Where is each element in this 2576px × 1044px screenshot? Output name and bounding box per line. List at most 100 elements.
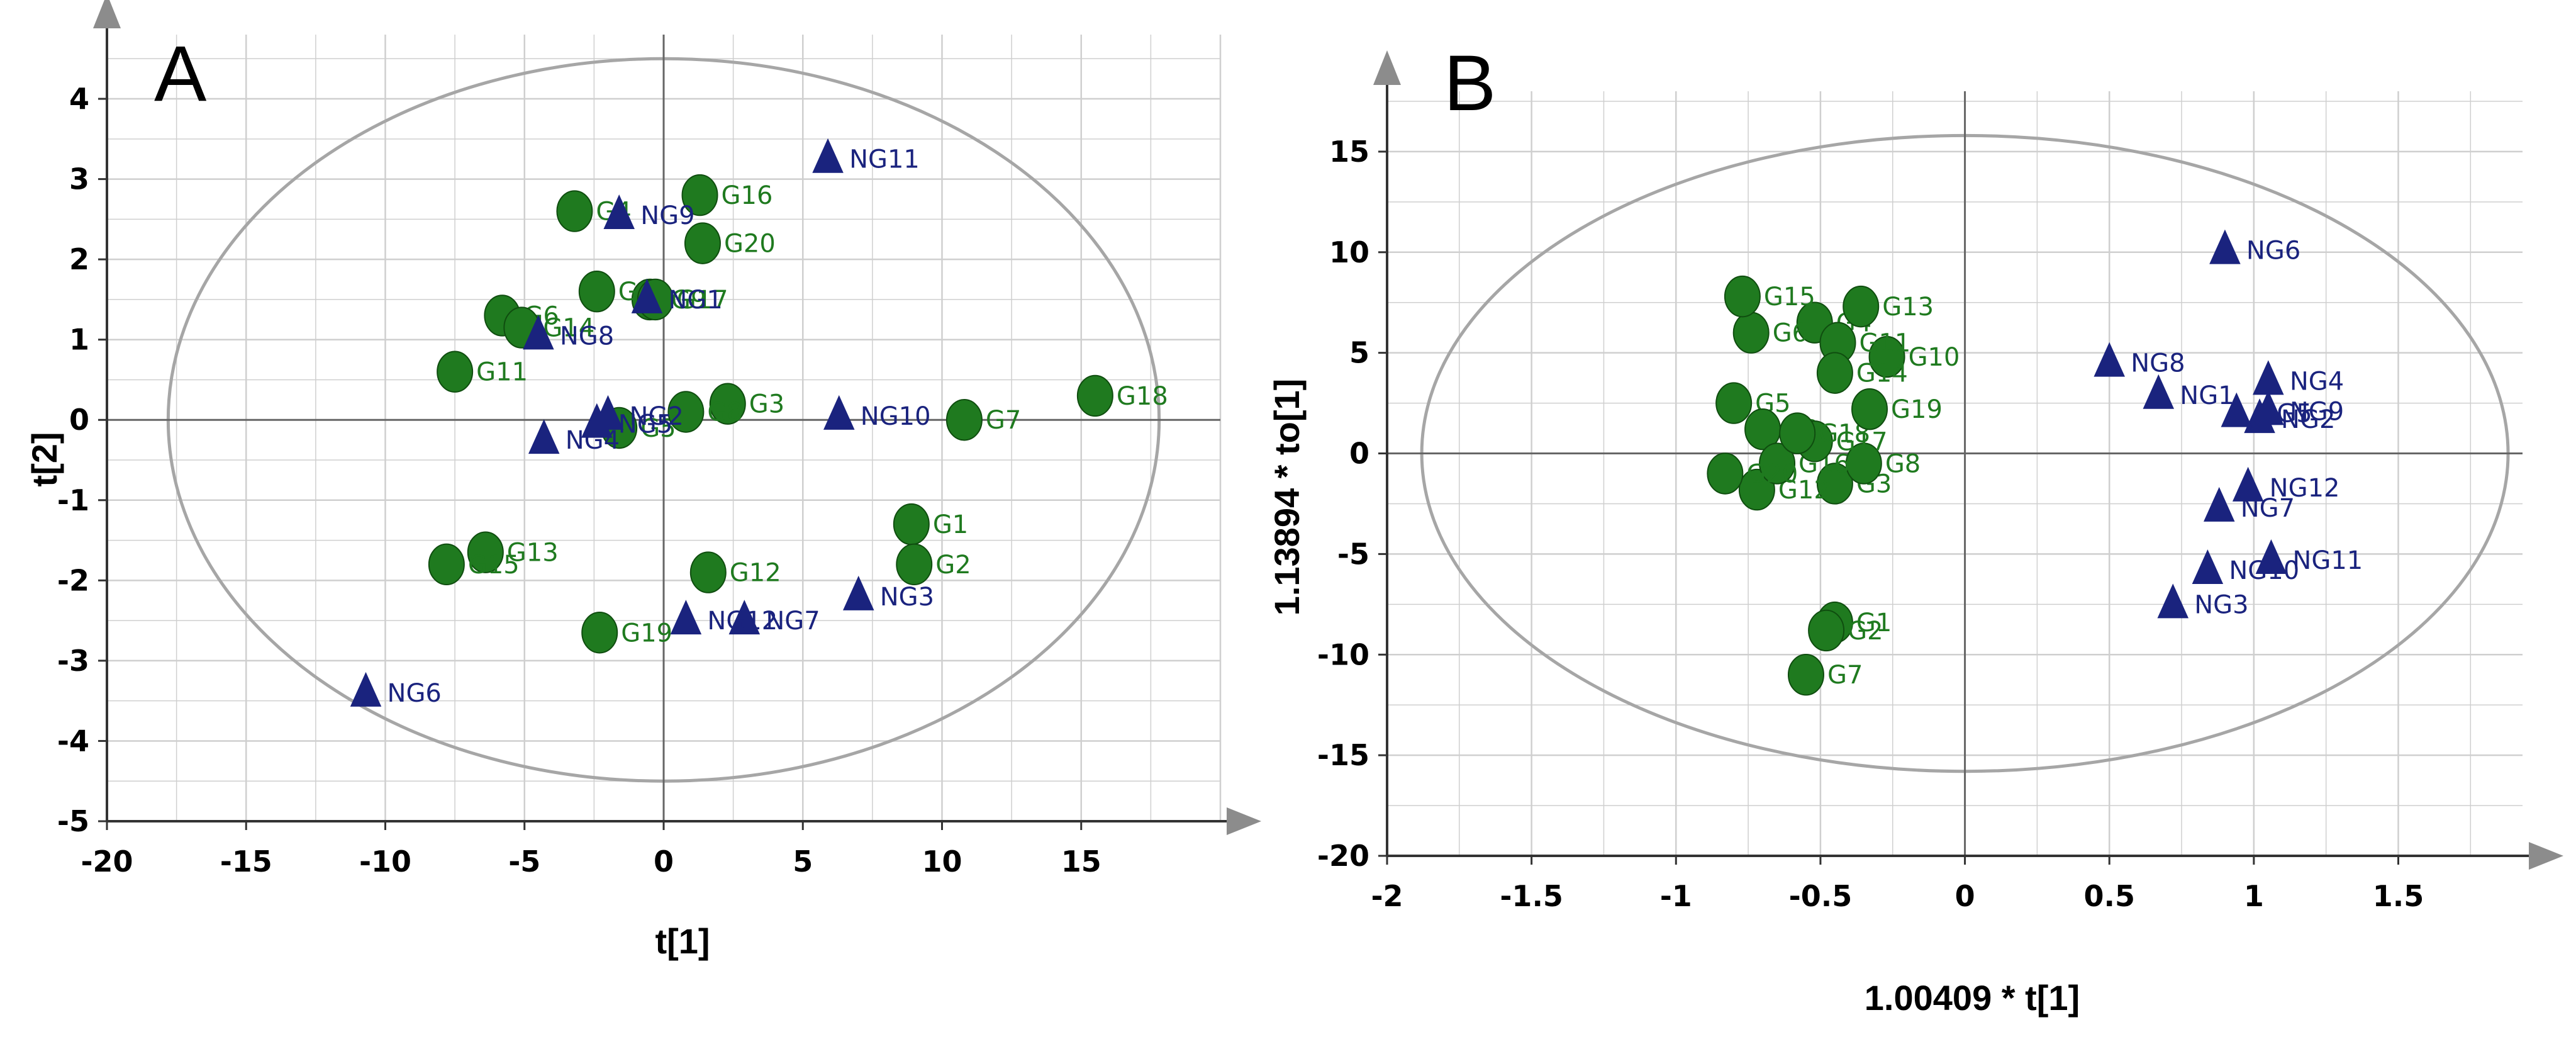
y-tick-label: -5 [57,804,89,838]
point-label: G3 [749,390,784,419]
panel-a-x-axis-label: t[1] [655,921,710,961]
point-marker-g [667,391,705,433]
y-tick-label: 5 [1349,336,1369,370]
point-label: G1 [933,510,968,539]
point-marker-g [578,270,615,313]
point-label: NG9 [2290,397,2344,426]
point-label: G17 [677,286,728,315]
x-tick-label: 10 [922,845,962,878]
point-marker-g [467,531,504,573]
point-marker-ng [670,600,702,635]
point-marker-g [1851,388,1888,430]
point-marker-ng [823,395,855,430]
panel-b-letter: B [1444,40,1496,127]
point-marker-g [893,503,930,546]
point-marker-g [1787,654,1824,696]
point-label: G19 [1891,395,1943,424]
point-label: G12 [730,559,781,588]
x-tick-label: 5 [793,845,813,878]
point-label: NG2 [630,402,684,431]
point-label: G10 [1909,343,1960,372]
x-tick-label: 0 [654,845,674,878]
x-tick-label: 1.5 [2373,879,2424,913]
point-label: NG3 [880,583,934,612]
x-tick-label: -20 [81,845,133,878]
point-label: G14 [543,314,594,343]
x-tick-label: -10 [359,845,411,878]
point-marker-g [1843,285,1880,328]
point-label: G8 [707,398,742,427]
point-label: NG1 [2180,381,2234,410]
panel-b-zero-lines [1387,91,2523,856]
point-label: NG10 [861,402,931,431]
point-label: G1 [1856,609,1892,637]
point-label: NG3 [2194,590,2248,619]
point-marker-g [896,543,933,586]
panel-a-letter: A [154,30,207,118]
panel-b: -2 -1.5 -1 -0.5 0 0.5 1 1.5 -20 -15 -10 -5 0 5 10 15 G1… [1267,40,2563,1018]
point-label: G15 [468,551,520,580]
point-label: NG11 [849,145,920,174]
point-marker-g [428,543,465,586]
point-marker-g [581,612,618,654]
point-marker-g [689,551,727,593]
panel-a-y-axis-label: t[2] [25,432,64,486]
point-label: NG12 [707,607,778,636]
point-label: G2 [935,551,971,580]
point-label: NG9 [640,201,694,230]
y-tick-label: -4 [57,724,89,758]
point-label: G7 [986,406,1021,435]
y-tick-label: 0 [69,403,89,437]
panel-a-axes [93,0,1261,835]
y-tick-label: 1 [69,323,89,357]
point-marker-ng [2192,549,2224,584]
x-tick-label: -5 [508,845,540,878]
point-label: NG11 [2292,546,2363,575]
x-tick-label: -15 [220,845,272,878]
point-label: G20 [724,230,776,259]
y-tick-label: 10 [1329,235,1369,269]
point-marker-g [1724,275,1761,318]
point-label: G2 [1848,617,1883,646]
y-axis-arrow [93,0,121,28]
point-marker-ng [528,419,560,454]
point-label: G19 [621,619,672,648]
point-marker-ng [2253,390,2284,425]
point-marker-g [1715,382,1753,424]
point-label: NG8 [2131,349,2185,378]
point-label: G7 [1827,661,1863,690]
point-label: G11 [1859,329,1910,358]
x-tick-label: 0 [1955,879,1975,913]
y-tick-label: 3 [69,162,89,196]
panel-a-points: G1G2G3G4G5G6G7G8G9G10G11G12G13G14G15G16G… [350,138,1168,708]
y-tick-label: -1 [57,483,89,517]
point-label: G14 [1856,359,1908,388]
point-marker-g [1732,312,1770,354]
point-marker-ng [2203,486,2235,522]
panel-b-grid [1386,91,2523,857]
point-label: G20 [1746,460,1798,489]
y-tick-label: -10 [1317,637,1369,671]
point-marker-g [1707,452,1744,495]
point-marker-ng [581,403,613,438]
point-label: NG4 [2290,367,2344,396]
y-tick-label: 4 [69,82,89,116]
point-marker-ng [523,315,554,350]
point-label: G6 [1773,319,1808,348]
point-marker-ng [2253,360,2284,395]
point-marker-g [437,351,474,393]
point-marker-g [709,383,746,425]
x-tick-label: -1 [1660,879,1692,913]
y-tick-label: -3 [57,644,89,678]
panel-a-zero-lines [107,35,1220,821]
y-tick-label: -2 [57,563,89,597]
y-tick-label: -20 [1317,839,1369,873]
x-tick-label: 0.5 [2083,879,2135,913]
point-marker-g [1816,463,1853,505]
point-label: G9 [671,286,706,315]
panel-b-tick-labels: -2 -1.5 -1 -0.5 0 0.5 1 1.5 -20 -15 -10 -5 0 5 10 15 [1317,135,2424,913]
point-label: G15 [1764,283,1815,312]
point-marker-g [681,174,718,216]
